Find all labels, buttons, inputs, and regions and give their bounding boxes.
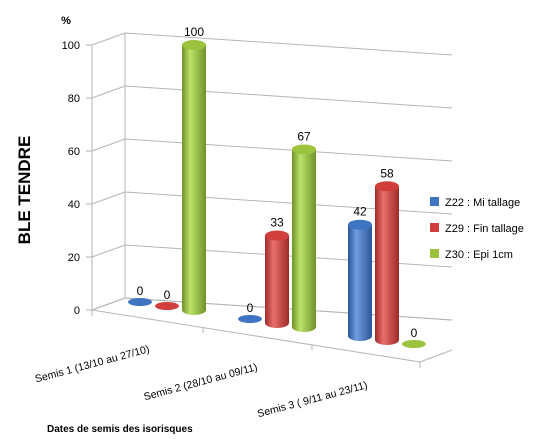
bar-base <box>402 340 426 348</box>
data-label: 0 <box>137 284 144 298</box>
bar <box>182 40 206 315</box>
bar <box>348 219 372 341</box>
legend-swatch <box>430 197 439 206</box>
data-label: 100 <box>184 25 204 39</box>
bars <box>128 40 426 348</box>
bar <box>402 340 426 348</box>
data-label: 0 <box>164 288 171 302</box>
floor-front-edge <box>91 309 421 363</box>
y-unit: % <box>61 15 71 27</box>
data-label: 42 <box>353 205 367 219</box>
bar-top <box>182 40 206 50</box>
category-label: Semis 3 ( 9/11 au 23/11) <box>256 379 369 420</box>
category-label: Semis 1 (13/10 au 27/10) <box>34 343 151 385</box>
y-axis-title: BLE TENDRE <box>15 136 34 245</box>
y-tick-label: 40 <box>68 199 80 211</box>
category-labels: Semis 1 (13/10 au 27/10)Semis 2 (28/10 a… <box>34 343 369 420</box>
floor-right-edge <box>419 349 453 363</box>
legend-label: Z30 : Epi 1cm <box>445 249 513 261</box>
bar-top <box>292 144 316 155</box>
data-label: 0 <box>247 301 254 315</box>
y-tick-label: 80 <box>68 93 80 105</box>
data-label: 67 <box>297 129 311 143</box>
gridline <box>124 191 453 215</box>
bar <box>238 315 262 323</box>
y-tick-label: 20 <box>68 252 80 264</box>
gridline <box>124 85 453 109</box>
legend: Z22 : Mi tallage Z29 : Fin tallage Z30 : E… <box>430 197 524 261</box>
bar-base <box>238 315 262 323</box>
bar-base <box>155 302 179 310</box>
gridline <box>124 32 453 56</box>
legend-label: Z22 : Mi tallage <box>445 197 520 209</box>
bar-body <box>292 149 316 332</box>
legend-item: Z30 : Epi 1cm <box>430 249 513 261</box>
data-label: 58 <box>380 166 394 180</box>
bar-top <box>265 230 289 241</box>
y-axis-ticks: 0 20 40 60 80 100 <box>62 40 80 317</box>
legend-label: Z29 : Fin tallage <box>445 223 524 235</box>
bar-body <box>348 224 372 341</box>
y-tick-label: 60 <box>68 146 80 158</box>
y-tick-label: 100 <box>62 40 80 52</box>
gridline-side <box>91 85 126 99</box>
gridline-side <box>91 244 126 258</box>
category-label: Semis 2 (28/10 au 09/11) <box>143 361 259 403</box>
bar-base <box>128 298 152 306</box>
gridline-side <box>91 32 126 46</box>
gridline <box>124 138 453 162</box>
bar <box>128 298 152 306</box>
data-labels: 0 0 42 0 33 58 100 67 0 <box>137 25 418 340</box>
data-label: 33 <box>270 216 284 230</box>
legend-swatch <box>430 249 439 258</box>
legend-item: Z29 : Fin tallage <box>430 223 524 235</box>
data-label: 0 <box>411 326 418 340</box>
bar <box>155 302 179 310</box>
gridline-side <box>91 138 126 152</box>
gridline-side <box>91 191 126 205</box>
x-axis-title: Dates de semis des isorisques <box>47 424 193 435</box>
y-tick-label: 0 <box>74 305 80 317</box>
bar-body <box>182 45 206 315</box>
bar-body <box>265 235 289 328</box>
bar <box>292 144 316 332</box>
legend-item: Z22 : Mi tallage <box>430 197 520 209</box>
bar <box>265 230 289 328</box>
legend-swatch <box>430 223 439 232</box>
bar-body <box>375 186 399 345</box>
bar-top <box>348 219 372 230</box>
floor-edge <box>91 297 126 311</box>
bar <box>375 181 399 345</box>
bar-top <box>375 181 399 192</box>
